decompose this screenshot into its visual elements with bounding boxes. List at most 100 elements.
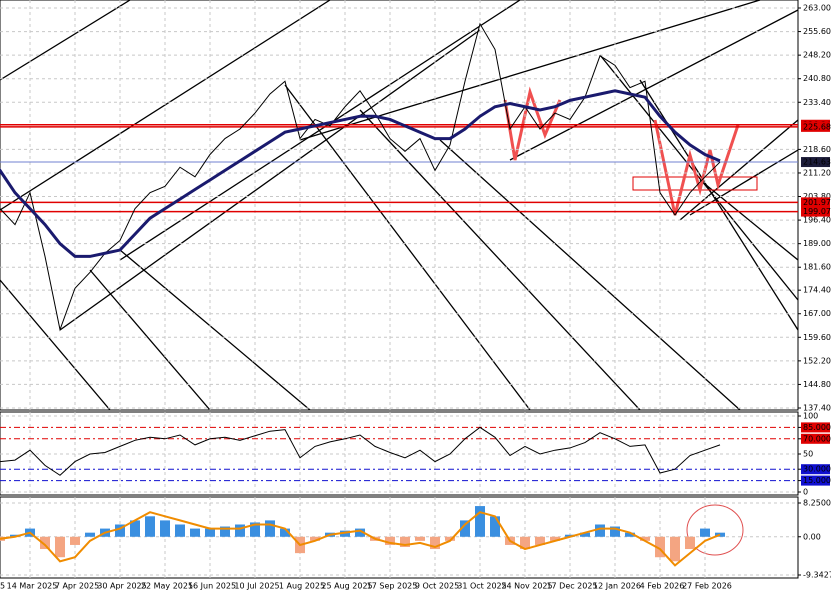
y-tick-label: 263.00 [803, 4, 831, 13]
histogram-bar [700, 528, 710, 537]
y-tick-label: 196.40 [803, 216, 831, 225]
y-tick-label: 248.20 [803, 51, 831, 60]
histogram-bar [280, 528, 290, 537]
x-tick-label: 9 Oct 2025 [415, 582, 459, 591]
level-label-box [801, 157, 830, 168]
histogram-bar [190, 528, 200, 537]
histogram-bar [490, 516, 500, 537]
level-label: 225.68 [803, 122, 831, 131]
histogram-bar [250, 522, 260, 537]
histogram-bar [595, 524, 605, 537]
histogram-bar [445, 536, 455, 541]
histogram-bar [385, 536, 395, 545]
histogram-bar [520, 536, 530, 550]
y-tick-label: 50 [803, 450, 813, 459]
histogram-bar [115, 524, 125, 537]
histogram-bar [460, 520, 470, 537]
histogram-bar [220, 526, 230, 537]
plot [0, 502, 798, 576]
y-tick-label: 100 [803, 412, 818, 421]
histogram-bar [310, 536, 320, 541]
tick-label-box [801, 464, 830, 475]
histogram-bar [580, 532, 590, 537]
histogram-bar [355, 528, 365, 537]
level-label: 201.97 [803, 198, 831, 207]
x-tick-label: 16 Jun 2025 [188, 582, 236, 591]
y-tick-label: 0 [803, 488, 808, 497]
histogram-bar [415, 536, 425, 541]
x-tick-label: 7 Apr 2025 [55, 582, 99, 591]
y-tick-label: 211.20 [803, 168, 831, 177]
histogram-bar [55, 536, 65, 558]
tick-label-box [801, 433, 830, 444]
x-tick-label: 27 Feb 2026 [682, 582, 732, 591]
histogram-bar [175, 524, 185, 537]
x-tick-label: 17 Dec 2025 [546, 582, 597, 591]
series-line [0, 89, 721, 258]
level-label-box [801, 197, 830, 208]
histogram-bar [40, 536, 50, 550]
x-tick-label: 4 Feb 2026 [640, 582, 685, 591]
level-label-box [801, 206, 830, 217]
highlight-circle [686, 504, 744, 556]
series-line [0, 511, 721, 567]
y-tick-label: 255.60 [803, 27, 831, 36]
trendlines [0, 0, 798, 410]
y-tick-label: 181.60 [803, 263, 831, 272]
tick-label-box [801, 475, 830, 486]
histogram-bar [70, 536, 80, 545]
histogram-bar [160, 520, 170, 537]
y-tick-label: 8.2500 [803, 499, 831, 508]
histogram-bar [535, 536, 545, 545]
y-tick-label: 218.60 [803, 145, 831, 154]
x-tick-label: 25 Aug 2025 [321, 582, 372, 591]
x-tick-label: 22 May 2025 [141, 582, 193, 591]
plot [0, 7, 798, 409]
x-tick-label: 14 Mar 2025 [7, 582, 58, 591]
series-line [0, 426, 721, 476]
plot [0, 415, 798, 493]
histogram-bar [400, 536, 410, 547]
x-tick-label: 12 Jan 2026 [593, 582, 641, 591]
histogram-bar [340, 530, 350, 537]
x-tick-label: 17 Sep 2025 [367, 582, 418, 591]
histogram-bar [145, 516, 155, 537]
y-tick-label: 203.80 [803, 192, 831, 201]
histogram-bar [550, 536, 560, 541]
x-tick-label: 10 Jul 2025 [234, 582, 279, 591]
level-label: 214.63 [803, 158, 831, 167]
y-tick-label: 159.60 [803, 333, 831, 342]
x-tick-label: 30 Apr 2025 [97, 582, 146, 591]
histogram-bar [670, 536, 680, 562]
histogram-bar [430, 536, 440, 550]
x-tick-label: 24 Nov 2025 [501, 582, 552, 591]
y-tick-label: 167.00 [803, 309, 831, 318]
y-tick-label: -9.3427 [803, 571, 831, 580]
y-tick-label: 144.80 [803, 380, 831, 389]
histogram-bar [265, 520, 275, 537]
y-tick-label: 174.40 [803, 286, 831, 295]
histogram-bar [610, 526, 620, 537]
macd-panel [0, 496, 799, 579]
x-tick-label: 31 Oct 2025 [457, 582, 506, 591]
histogram-bar [625, 532, 635, 537]
main-panel [0, 0, 799, 411]
level-label: 199.07 [803, 207, 831, 216]
tick-label-box [801, 422, 830, 433]
histogram-bar [685, 536, 695, 550]
histogram-bar [85, 532, 95, 537]
y-tick-label: 233.40 [803, 98, 831, 107]
y-tick-label: 152.20 [803, 356, 831, 365]
histogram-bar [235, 524, 245, 537]
x-tick-label: 5 [0, 582, 5, 591]
histogram-bar [130, 520, 140, 537]
x-tick-label: 1 Aug 2025 [279, 582, 325, 591]
y-tick-label: 0.00 [803, 532, 821, 541]
series-line [0, 22, 721, 332]
histogram-bar [655, 536, 665, 558]
